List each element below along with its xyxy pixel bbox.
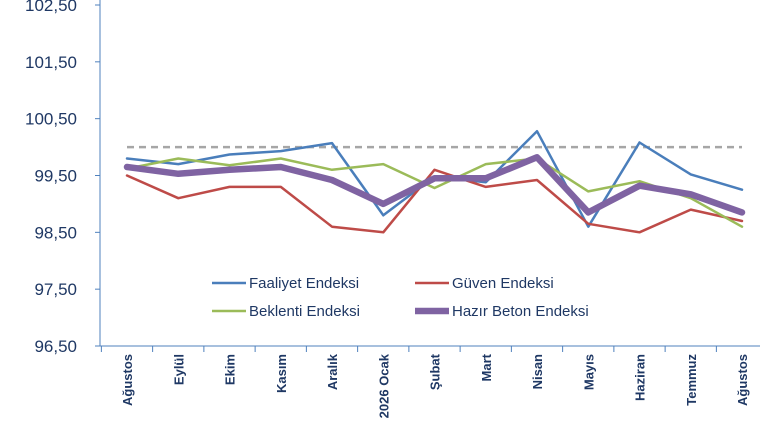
x-tick-label: Ekim <box>223 354 238 385</box>
y-tick-label: 96,50 <box>34 337 77 356</box>
axes-group: 96,50 97,50 98,50 99,50 100,50 101,50 102,50 Ağ… <box>25 0 760 418</box>
x-tick-label: Haziran <box>633 354 648 401</box>
y-tick-label: 101,50 <box>25 53 77 72</box>
series-line-beklenti-endeksi <box>125 157 744 228</box>
y-tick-label: 98,50 <box>34 223 77 242</box>
y-tick-label: 99,50 <box>34 167 77 186</box>
legend-label-güven-endeksi: Güven Endeksi <box>452 275 554 292</box>
series-group <box>123 129 746 234</box>
y-tick-label: 102,50 <box>25 0 77 15</box>
x-tick-label: Aralık <box>325 353 340 390</box>
series-line-güven-endeksi <box>125 168 744 234</box>
x-tick-label: Eylül <box>171 354 186 385</box>
legend-label-faaliyet-endeksi: Faaliyet Endeksi <box>249 275 359 292</box>
x-tick-label: Temmuz <box>684 354 699 406</box>
legend: Faaliyet Endeksi Güven Endeksi Beklenti En… <box>212 275 589 320</box>
x-tick-label: Şubat <box>428 353 443 390</box>
legend-label-beklenti-endeksi: Beklenti Endeksi <box>249 303 360 320</box>
x-tick-label: 2026 Ocak <box>376 353 391 418</box>
x-tick-label: Nisan <box>530 354 545 389</box>
x-tick-label: Mayıs <box>581 354 596 390</box>
x-tick-label: Kasım <box>274 354 289 393</box>
y-tick-label: 100,50 <box>25 110 77 129</box>
y-tick-label: 97,50 <box>34 280 77 299</box>
x-tick-label: Mart <box>479 353 494 381</box>
x-tick-label: Ağustos <box>735 354 750 406</box>
x-tick-label: Ağustos <box>120 354 135 406</box>
legend-label-hazır-beton-endeksi: Hazır Beton Endeksi <box>452 303 589 320</box>
series-line-hazır-beton-endeksi <box>123 154 746 216</box>
